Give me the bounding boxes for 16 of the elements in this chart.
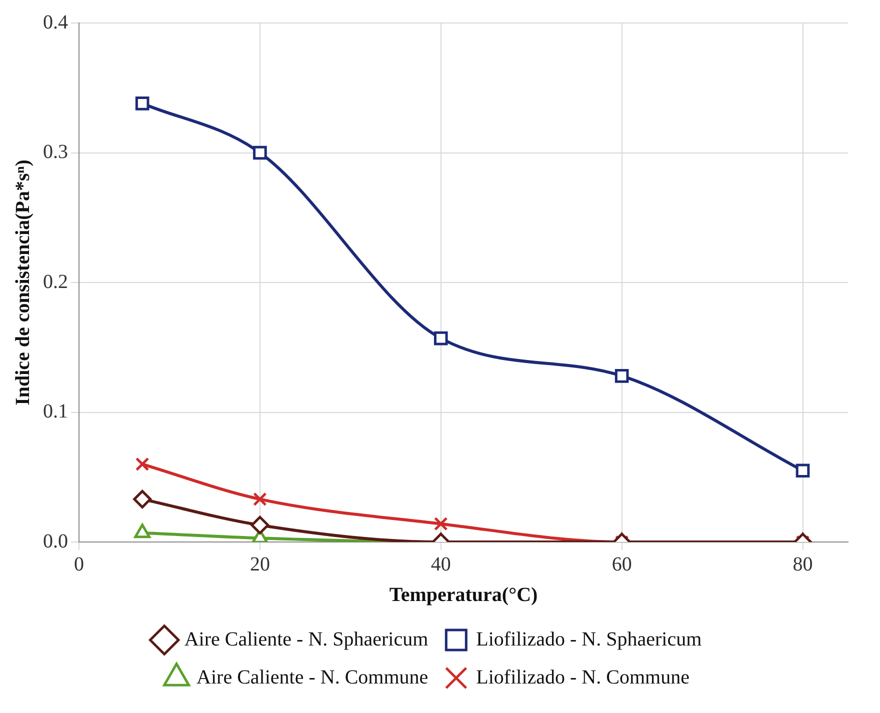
y-tick-label: 0.0 bbox=[43, 530, 68, 552]
x-tick-label: 20 bbox=[250, 553, 270, 576]
legend-label: Liofilizado - N. Sphaericum bbox=[476, 628, 702, 650]
x-tick-label: 60 bbox=[612, 553, 632, 576]
y-tick-label: 0.2 bbox=[43, 270, 68, 293]
legend-label: Liofilizado - N. Commune bbox=[476, 666, 690, 688]
legend-label: Aire Caliente - N. Commune bbox=[196, 666, 428, 688]
x-tick-label: 80 bbox=[792, 553, 813, 576]
x-axis-title: Temperatura(°C) bbox=[389, 584, 538, 606]
y-tick-label: 0.4 bbox=[43, 11, 68, 34]
y-tick-label: 0.3 bbox=[43, 141, 68, 163]
y-tick-label: 0.1 bbox=[43, 400, 68, 422]
x-tick-label: 40 bbox=[430, 553, 451, 576]
legend-label: Aire Caliente - N. Sphaericum bbox=[184, 628, 429, 650]
x-tick-label: 0 bbox=[74, 553, 84, 576]
y-axis-title: Indice de consistencia(Pa*sⁿ) bbox=[12, 160, 34, 406]
